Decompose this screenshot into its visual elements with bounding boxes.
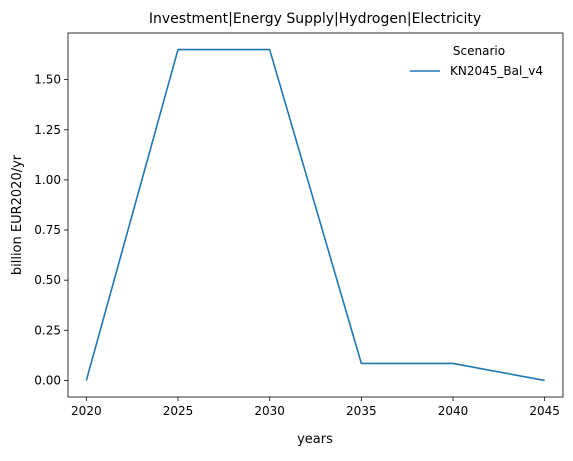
x-tick-label: 2030 [254,404,285,418]
y-tick-label: 0.25 [34,323,61,337]
legend-label: KN2045_Bal_v4 [450,64,543,78]
series-line-KN2045_Bal_v4 [85,48,545,382]
x-axis-label: years [297,432,333,447]
y-tick-label: 0.00 [34,373,61,387]
series-layer [85,48,545,382]
legend-entries: KN2045_Bal_v4 [410,64,543,78]
y-tick-label: 0.50 [34,273,61,287]
y-tick-label: 1.50 [34,73,61,87]
ticks-layer: 2020 2025 2030 2035 2040 2045 0.00 0.25 0.50 0.75… [34,73,560,418]
x-tick-label: 2020 [71,404,102,418]
x-tick-label: 2045 [529,404,560,418]
y-tick-label: 1.00 [34,173,61,187]
y-tick-label: 0.75 [34,223,61,237]
chart-title: Investment|Energy Supply|Hydrogen|Electr… [149,11,481,27]
x-tick-label: 2040 [438,404,469,418]
y-tick-label: 1.25 [34,123,61,137]
plot-frame [67,32,564,398]
legend: Scenario KN2045_Bal_v4 [410,44,543,78]
legend-title: Scenario [453,44,505,58]
y-axis-label: billion EUR2020/yr [10,154,25,275]
x-tick-label: 2025 [163,404,194,418]
x-tick-label: 2035 [346,404,377,418]
